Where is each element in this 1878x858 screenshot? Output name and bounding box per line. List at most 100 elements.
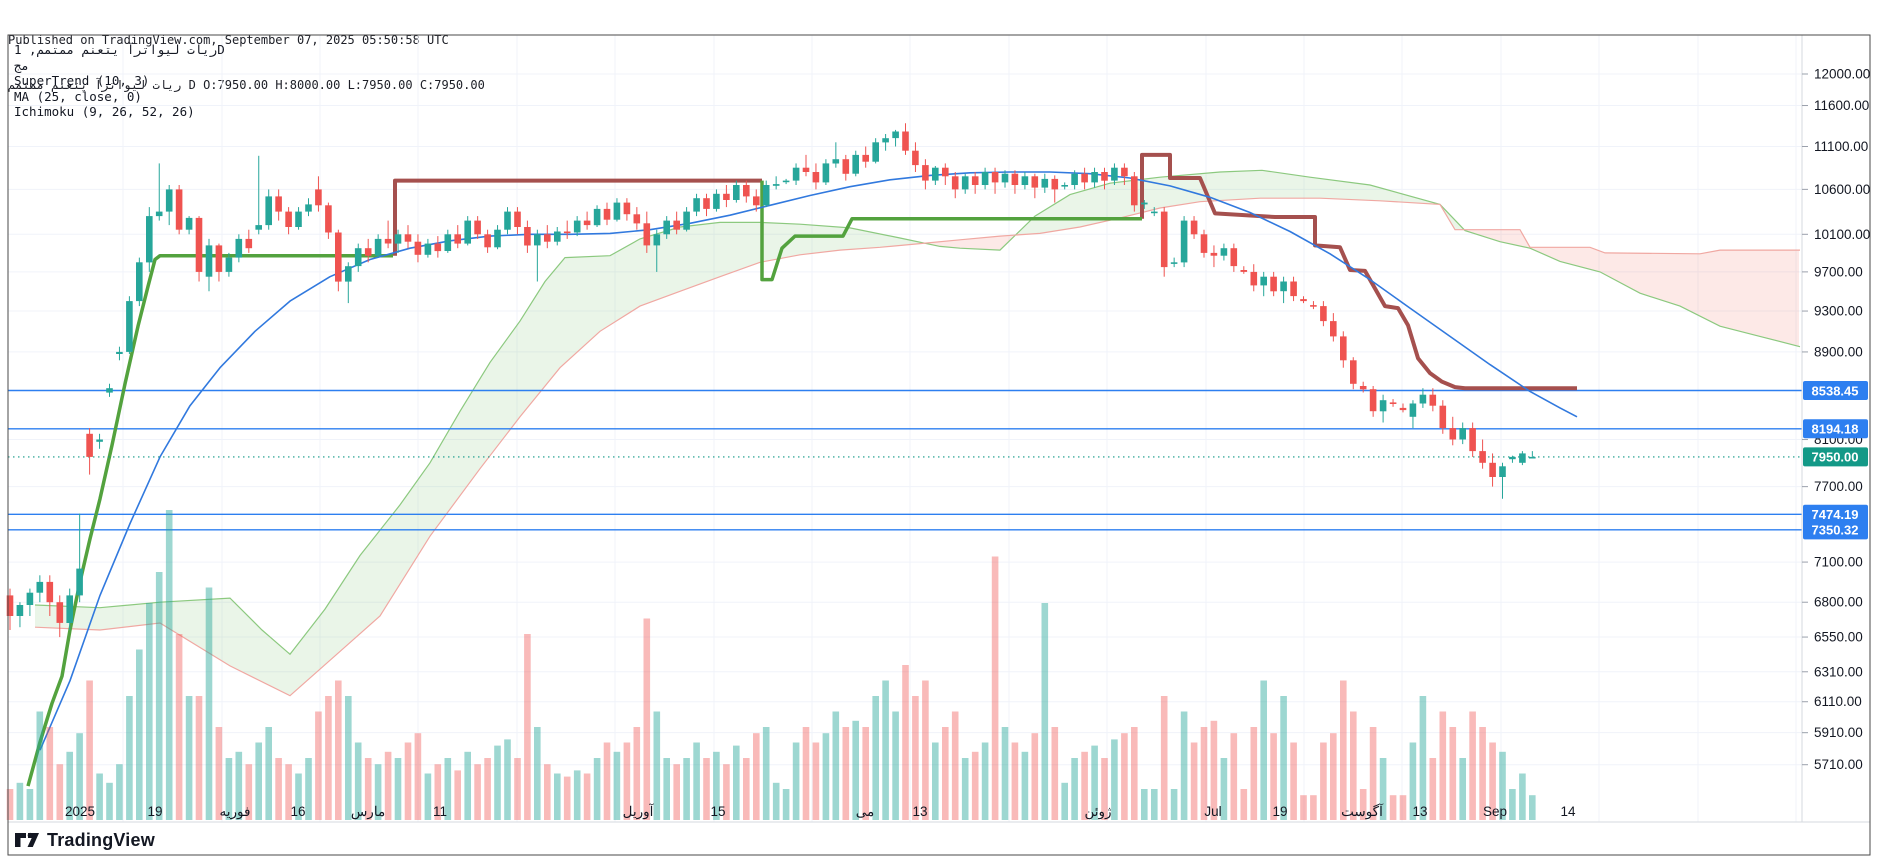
candle-body xyxy=(1300,299,1307,302)
volume-bar xyxy=(1399,795,1407,820)
legend-ichimoku[interactable]: Ichimoku (9, 26, 52, 26) xyxy=(14,104,195,119)
volume-bar xyxy=(424,773,432,820)
volume-bar xyxy=(1350,711,1357,820)
volume-bar xyxy=(1409,742,1417,820)
volume-bar xyxy=(1320,742,1327,820)
svg-text:7474.19: 7474.19 xyxy=(1812,507,1859,522)
candle-body xyxy=(1250,271,1258,286)
candle-body xyxy=(1429,394,1437,406)
candle-body xyxy=(464,220,471,244)
candle-body xyxy=(1091,172,1098,183)
volume-bar xyxy=(215,727,223,820)
alert-price-badge xyxy=(1803,504,1868,524)
volume-bar xyxy=(832,711,840,820)
volume-bar xyxy=(1469,711,1476,820)
candle-body xyxy=(454,234,461,244)
legend-supertrend[interactable]: SuperTrend (10, 3) xyxy=(14,73,150,88)
volume-bar xyxy=(961,758,969,820)
time-axis-label: 19 xyxy=(1272,804,1287,819)
ohlc-line: ريات ليواترآ يتعنم ممتمم D O:7950.00 H:8… xyxy=(8,78,485,93)
volume-bar xyxy=(255,742,262,820)
candle-body xyxy=(653,234,661,246)
volume-bar xyxy=(1160,696,1168,820)
volume-bar xyxy=(942,727,949,820)
candle-body xyxy=(1529,456,1536,459)
candle-body xyxy=(374,238,382,256)
volume-bar xyxy=(295,773,302,820)
volume-bar xyxy=(86,680,93,820)
volume-bar xyxy=(26,789,34,820)
legend-symbol[interactable]: ريات ليواترآ يتعنم ممتمم, 1D xyxy=(14,42,225,57)
volume-bar xyxy=(1509,789,1516,820)
tradingview-logo-icon xyxy=(15,832,39,847)
legend-source[interactable]: مج xyxy=(14,57,30,73)
candle-body xyxy=(394,234,402,244)
volume-bar xyxy=(1021,751,1029,820)
price-axis-label: 6550.00 xyxy=(1814,630,1863,645)
chart-header: Published on TradingView.com, September … xyxy=(8,3,485,123)
candle-body xyxy=(1419,394,1427,404)
tradingview-logo[interactable]: TradingView xyxy=(14,828,155,852)
volume-bar xyxy=(534,727,541,820)
time-axis-label: 19 xyxy=(147,804,162,819)
volume-bar xyxy=(514,758,521,820)
volume-bar xyxy=(1330,733,1337,820)
alert-price-badge xyxy=(1803,419,1868,439)
candle-body xyxy=(1519,453,1526,463)
volume-bar xyxy=(603,742,611,820)
volume-bar xyxy=(971,751,979,820)
volume-bar xyxy=(464,751,471,820)
volume-bar xyxy=(643,618,651,820)
volume-bar xyxy=(1230,733,1238,820)
volume-bar xyxy=(444,758,452,820)
candle-body xyxy=(215,245,223,272)
candle-body xyxy=(66,595,73,623)
svg-text:8194.18: 8194.18 xyxy=(1812,422,1859,437)
candle-body xyxy=(1359,386,1367,390)
candle-body xyxy=(822,163,830,183)
candle-body xyxy=(1051,178,1059,190)
volume-bar xyxy=(1111,739,1118,820)
candle-body xyxy=(981,172,989,185)
legend-ma[interactable]: MA (25, close, 0) xyxy=(14,88,142,104)
candle-body xyxy=(414,241,422,255)
volume-bar xyxy=(782,789,790,820)
candle-body xyxy=(792,167,800,181)
volume-bar xyxy=(46,727,54,820)
candle-body xyxy=(245,238,253,249)
price-axis[interactable]: 12000.00 11600.00 11100.00 10600.00 10100.00… xyxy=(1802,67,1870,773)
candle-body xyxy=(195,217,203,272)
volume-bar xyxy=(563,776,571,820)
volume-bar xyxy=(1499,751,1506,820)
volume-bar xyxy=(175,634,183,820)
volume-bar xyxy=(723,764,730,820)
candle-body xyxy=(1399,407,1407,411)
candle-body xyxy=(663,220,670,235)
alert-price-lines[interactable] xyxy=(8,389,1802,531)
candle-body xyxy=(544,234,551,242)
volume-bar xyxy=(1200,727,1208,820)
volume-bar xyxy=(1340,680,1347,820)
candle-body xyxy=(1320,306,1327,322)
price-axis-label: 12000.00 xyxy=(1814,67,1870,82)
candle-body xyxy=(991,172,999,183)
candle-body xyxy=(364,248,372,256)
time-axis[interactable]: 2025 19 فوريه 16 مارس 11 آوريل 15 مى 13 ژوئن Jul 19 آ… xyxy=(65,802,1576,820)
candle-body xyxy=(743,185,750,197)
volume-bar xyxy=(265,727,272,820)
published-line: Published on TradingView.com, September … xyxy=(8,33,449,47)
last-price-badge xyxy=(1803,447,1868,467)
time-axis-label: 14 xyxy=(1560,804,1576,819)
volume-bar xyxy=(633,727,641,820)
candle-body xyxy=(255,225,262,230)
time-axis-label: 11 xyxy=(433,804,447,819)
candle-body xyxy=(1190,220,1198,235)
volume-bar xyxy=(1519,773,1526,820)
candle-body xyxy=(16,605,24,616)
volume-bar xyxy=(812,742,820,820)
supertrend-down xyxy=(1140,152,1577,391)
candle-body xyxy=(1310,305,1317,307)
